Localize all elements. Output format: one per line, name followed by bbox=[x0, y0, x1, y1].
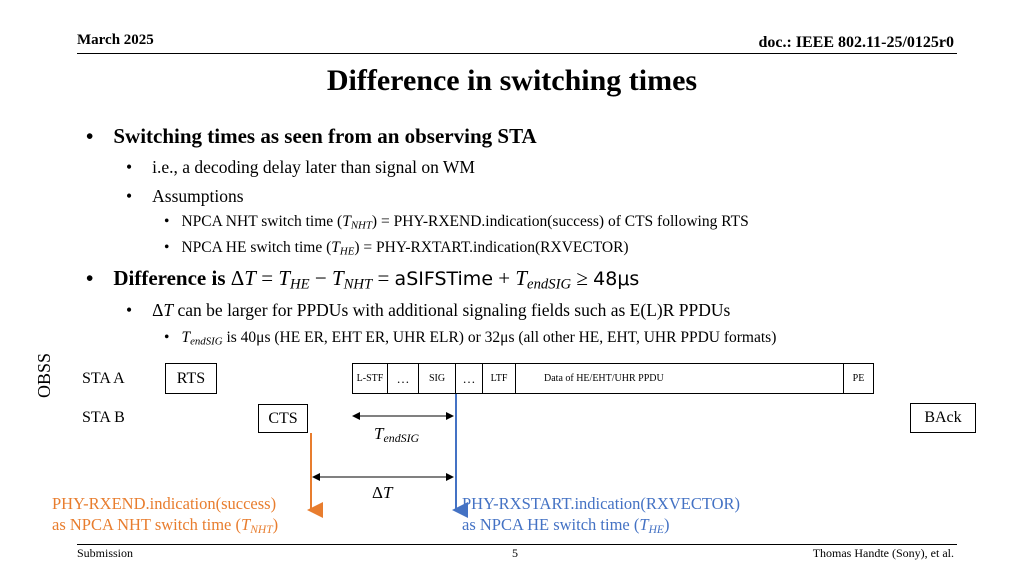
bullet-1-sub-2: • Assumptions bbox=[126, 186, 244, 206]
header-doc: doc.: IEEE 802.11-25/0125r0 bbox=[758, 34, 954, 51]
header-date: March 2025 bbox=[77, 32, 154, 48]
bullet-2-sub-1-a: • TendSIG is 40μs (HE ER, EHT ER, UHR ELR… bbox=[164, 329, 777, 348]
t-endsig-label: TendSIG bbox=[374, 424, 420, 445]
footer-author: Thomas Handte (Sony), et al. bbox=[812, 546, 954, 560]
ppdu-lstf: L-STF bbox=[352, 363, 388, 394]
cts-box: CTS bbox=[258, 404, 308, 433]
ppdu-sig: SIG bbox=[418, 363, 456, 394]
ppdu-data: Data of HE/EHT/UHR PPDU bbox=[515, 363, 844, 394]
ppdu-ltf: LTF bbox=[482, 363, 516, 394]
sta-b-label: STA B bbox=[82, 409, 125, 426]
delta-t-label: ΔT bbox=[372, 483, 393, 502]
bullet-1-sub-2-b: • NPCA HE switch time (THE) = PHY-RXTART.… bbox=[164, 239, 629, 258]
back-box: BAck bbox=[910, 403, 976, 433]
sta-a-label: STA A bbox=[82, 370, 125, 387]
header-divider bbox=[77, 53, 957, 54]
footer-submission: Submission bbox=[77, 546, 134, 560]
footer-page-number: 5 bbox=[512, 546, 518, 560]
bullet-1-sub-1: • i.e., a decoding delay later than signa… bbox=[126, 157, 475, 177]
bullet-2-sub-1: • ΔT can be larger for PPDUs with additio… bbox=[126, 300, 731, 320]
bullet-1-sub-2-a: • NPCA NHT switch time (TNHT) = PHY-RXEND… bbox=[164, 213, 749, 232]
bullet-2: • Difference is ΔT = THE − TNHT = aSIFSTi… bbox=[86, 266, 640, 293]
blue-caption: PHY-RXSTART.indication(RXVECTOR) as NPCA… bbox=[462, 494, 741, 536]
ppdu-dots-2: … bbox=[455, 363, 483, 394]
orange-caption: PHY-RXEND.indication(success) as NPCA NH… bbox=[52, 494, 279, 536]
footer-divider bbox=[77, 544, 957, 545]
bullet-1: • Switching times as seen from an observi… bbox=[86, 124, 537, 148]
rts-box: RTS bbox=[165, 363, 217, 394]
slide-title: Difference in switching times bbox=[326, 64, 698, 97]
ppdu-pe: PE bbox=[843, 363, 874, 394]
